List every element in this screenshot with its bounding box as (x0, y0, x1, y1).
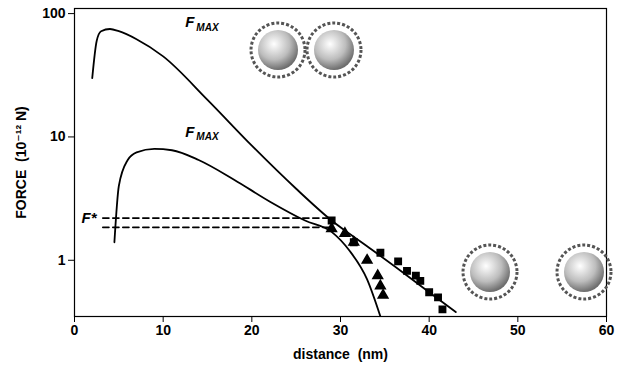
svg-text:10: 10 (155, 322, 171, 338)
svg-text:60: 60 (599, 322, 615, 338)
svg-text:distance (nm): distance (nm) (293, 346, 388, 362)
svg-text:F*: F* (82, 209, 98, 226)
svg-text:0: 0 (71, 322, 79, 338)
svg-text:20: 20 (244, 322, 260, 338)
svg-text:30: 30 (333, 322, 349, 338)
svg-text:50: 50 (510, 322, 526, 338)
svg-text:100: 100 (42, 5, 66, 21)
svg-text:40: 40 (421, 322, 437, 338)
svg-text:FORCE (10⁻¹² N): FORCE (10⁻¹² N) (13, 106, 29, 218)
svg-text:F: F (185, 123, 195, 140)
svg-text:1: 1 (58, 252, 66, 268)
svg-text:F: F (185, 13, 195, 30)
svg-text:MAX: MAX (196, 131, 220, 142)
svg-text:10: 10 (50, 128, 66, 144)
svg-text:MAX: MAX (196, 22, 220, 33)
